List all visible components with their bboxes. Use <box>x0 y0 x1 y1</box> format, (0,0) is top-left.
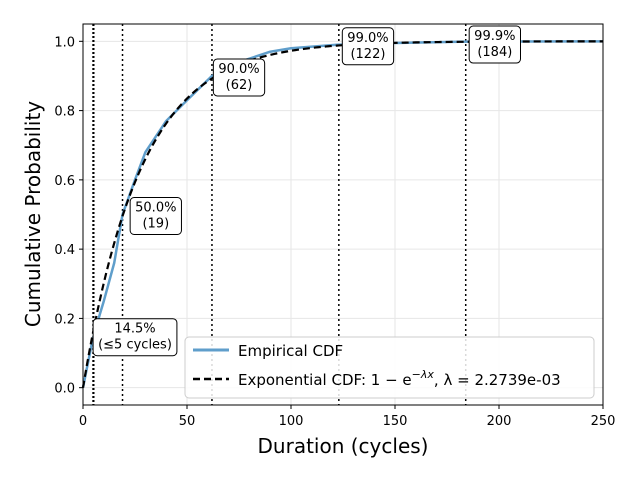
annotation-percent: 99.0% <box>347 31 388 46</box>
axis-ticks: 0 50 100 150 200 250 0.0 0.2 0.4 0.6 0.8 1.0 <box>54 35 615 429</box>
y-tick-label: 0.6 <box>54 174 75 189</box>
annotation-detail: (19) <box>142 217 169 232</box>
y-tick-label: 1.0 <box>54 35 75 50</box>
annotation-0: 14.5%(≤5 cycles) <box>92 318 178 357</box>
annotation-percent: 99.9% <box>474 29 515 44</box>
legend-label-exponential: Exponential CDF: 1 − e−λx, λ = 2.2739e-0… <box>238 368 561 389</box>
annotation-percent: 50.0% <box>135 201 176 216</box>
annotation-detail: (122) <box>350 47 385 62</box>
annotation-3: 99.0%(122) <box>341 27 395 66</box>
x-tick-label: 50 <box>179 414 196 429</box>
annotation-4: 99.9%(184) <box>468 25 521 64</box>
annotation-detail: (184) <box>477 45 512 60</box>
y-tick-label: 0.8 <box>54 105 75 120</box>
annotation-box <box>92 318 178 357</box>
legend-label-exponential-main: Exponential CDF: 1 − e <box>238 371 412 389</box>
legend: Empirical CDF Exponential CDF: 1 − e−λx,… <box>184 336 595 399</box>
annotation-box <box>212 58 266 97</box>
y-tick-label: 0.2 <box>54 312 75 327</box>
y-tick-label: 0.0 <box>54 382 75 397</box>
x-tick-label: 250 <box>591 414 616 429</box>
annotation-box <box>129 197 182 235</box>
annotation-detail: (62) <box>226 78 253 93</box>
x-tick-label: 100 <box>279 414 304 429</box>
annotation-2: 90.0%(62) <box>212 58 266 97</box>
annotation-detail: (≤5 cycles) <box>98 338 172 353</box>
x-tick-label: 200 <box>487 414 512 429</box>
x-axis-label: Duration (cycles) <box>258 434 429 458</box>
annotation-box <box>341 27 395 66</box>
legend-label-empirical: Empirical CDF <box>238 342 343 360</box>
annotation-percent: 14.5% <box>114 322 155 337</box>
annotation-box <box>468 25 521 64</box>
y-axis-label: Cumulative Probability <box>21 101 45 327</box>
plot-frame <box>82 23 604 406</box>
legend-box <box>184 336 595 399</box>
x-tick-label: 0 <box>79 414 87 429</box>
legend-label-exponential-exponent: −λx <box>412 368 435 381</box>
annotation-percent: 90.0% <box>218 62 259 77</box>
annotation-1: 50.0%(19) <box>129 197 182 235</box>
y-tick-label: 0.4 <box>54 243 75 258</box>
legend-label-exponential-suffix: , λ = 2.2739e-03 <box>434 371 561 389</box>
x-tick-label: 150 <box>383 414 408 429</box>
threshold-annotations: 14.5%(≤5 cycles)50.0%(19)90.0%(62)99.0%(… <box>92 25 521 357</box>
